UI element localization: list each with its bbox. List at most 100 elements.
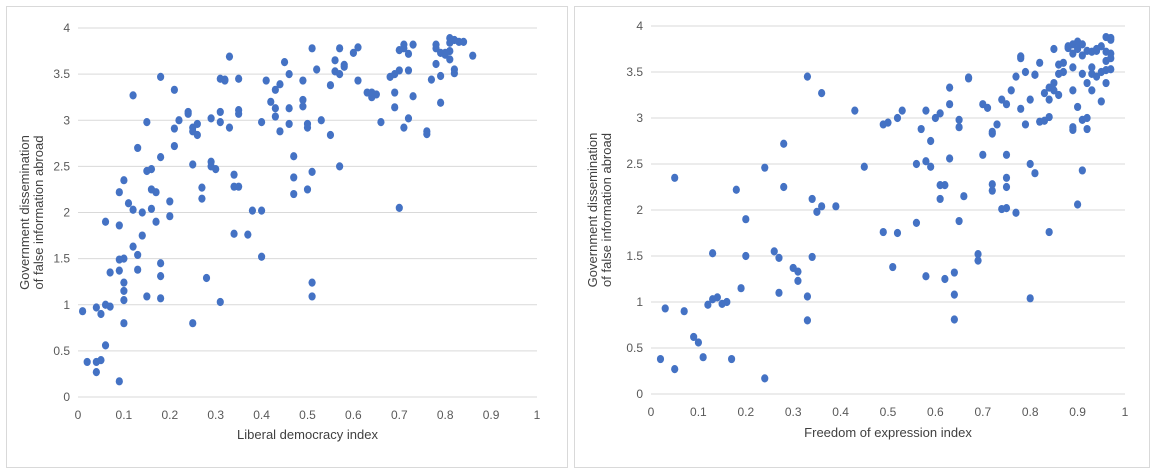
data-point: [157, 272, 165, 281]
chart-panel-liberal-democracy: 0 0.5 1 1.5 2 2.5 3 3.5 4 0 0.1 0.2 0.3 0.4 0.5 0.6 0.7 0…: [6, 6, 568, 468]
y-tick-label: 1.5: [626, 249, 643, 263]
data-point: [1002, 100, 1011, 109]
data-point: [115, 377, 123, 386]
data-point: [152, 188, 160, 197]
y-tick-label: 1: [63, 298, 70, 312]
data-point: [423, 129, 431, 139]
data-point: [212, 165, 220, 174]
data-point: [946, 100, 954, 109]
data-point: [391, 88, 399, 97]
data-point: [1007, 86, 1015, 95]
data-point: [400, 44, 408, 53]
data-point: [391, 103, 399, 112]
data-point: [120, 278, 128, 287]
data-point: [893, 113, 902, 123]
data-point: [780, 182, 788, 192]
y-tick-label: 2.5: [626, 157, 643, 171]
y-tick-label: 3.5: [626, 65, 643, 79]
data-point: [129, 205, 137, 214]
data-point: [1002, 204, 1011, 213]
data-point: [884, 118, 892, 127]
data-point: [723, 297, 731, 307]
x-tick-label: 0.9: [1069, 405, 1086, 419]
data-point: [1012, 208, 1020, 217]
y-axis-title: Government disseminationof false informa…: [17, 135, 46, 290]
data-point: [354, 43, 362, 52]
data-point: [1069, 49, 1077, 58]
data-point: [1097, 97, 1105, 106]
data-point: [331, 56, 339, 65]
data-point: [1055, 90, 1063, 100]
data-point: [671, 365, 679, 374]
y-tick-label: 0: [636, 387, 643, 401]
data-point: [1040, 89, 1049, 98]
data-point: [101, 217, 110, 226]
y-tick-label: 2: [636, 203, 643, 217]
data-point: [157, 259, 165, 268]
data-point: [656, 354, 665, 364]
data-point: [671, 173, 679, 182]
x-tick-label: 0.6: [927, 405, 944, 419]
data-point: [336, 162, 344, 171]
data-point: [1026, 159, 1034, 169]
y-tick-label: 2: [63, 206, 70, 220]
data-point: [922, 106, 930, 115]
y-axis-title: Government disseminationof false informa…: [585, 133, 614, 288]
data-point: [106, 268, 114, 277]
data-point: [931, 113, 939, 123]
data-point: [221, 76, 229, 85]
data-point: [404, 66, 413, 75]
y-tick-label: 3.5: [53, 67, 70, 81]
data-point: [960, 192, 968, 201]
data-point: [1026, 294, 1034, 303]
data-point: [409, 40, 417, 49]
data-point: [946, 154, 954, 163]
data-point: [936, 109, 944, 118]
data-point: [737, 284, 745, 293]
data-point: [166, 197, 174, 206]
data-point: [244, 230, 252, 239]
data-point: [138, 231, 146, 240]
data-point: [936, 194, 944, 204]
data-point: [1074, 102, 1082, 112]
data-point: [1078, 51, 1086, 60]
data-point: [1088, 86, 1096, 95]
data-point: [832, 202, 840, 211]
data-point: [267, 97, 275, 106]
data-point: [115, 266, 123, 275]
x-tick-label: 0.1: [116, 408, 133, 422]
data-point: [941, 181, 949, 190]
data-point: [225, 123, 234, 132]
data-point: [979, 150, 987, 159]
data-point: [950, 268, 958, 277]
data-point: [258, 206, 266, 215]
x-tick-label: 0.8: [1022, 405, 1039, 419]
data-point: [704, 300, 712, 309]
data-point: [1092, 72, 1101, 81]
data-point: [964, 73, 973, 82]
data-point: [1059, 67, 1067, 77]
data-point: [326, 130, 335, 140]
data-point: [198, 183, 206, 192]
data-point: [1017, 54, 1025, 63]
data-point: [134, 265, 142, 274]
data-point: [1088, 63, 1096, 72]
data-point: [120, 319, 128, 328]
data-point: [235, 74, 243, 83]
data-point: [134, 143, 142, 153]
data-point: [742, 215, 750, 224]
data-point: [317, 116, 325, 125]
data-point: [129, 91, 137, 100]
data-point: [1078, 69, 1086, 78]
x-tick-label: 0.5: [880, 405, 897, 419]
data-point: [955, 216, 963, 226]
data-point: [372, 90, 380, 99]
data-point: [950, 290, 958, 299]
data-point: [377, 117, 385, 127]
x-axis-title: Liberal democracy index: [237, 427, 378, 442]
data-point: [290, 173, 298, 182]
data-point: [92, 303, 100, 312]
y-tick-label: 4: [636, 19, 643, 33]
data-point: [922, 272, 930, 281]
data-point: [143, 117, 151, 127]
